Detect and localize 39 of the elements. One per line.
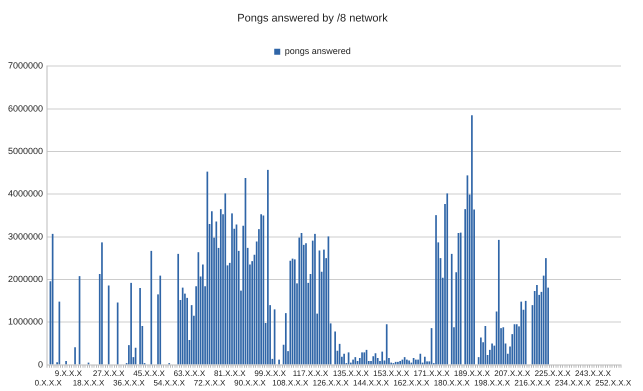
x-tick-label: 243.X.X.X <box>574 368 612 378</box>
x-tick-label: 207.X.X.X <box>494 368 531 378</box>
x-tick-label: 234.X.X.X <box>554 378 592 388</box>
x-tick-label: 126.X.X.X <box>312 378 350 388</box>
x-tick-label: 0.X.X.X <box>34 378 62 388</box>
y-tick-label: 0 <box>38 359 44 370</box>
x-tick-label: 27.X.X.X <box>92 368 126 378</box>
x-tick-label: 144.X.X.X <box>352 378 390 388</box>
x-tick-label: 54.X.X.X <box>153 378 186 388</box>
x-tick-label: 63.X.X.X <box>174 368 206 378</box>
y-tick-label: 2000000 <box>8 274 44 284</box>
x-tick-label: 189.X.X.X <box>454 368 491 378</box>
x-tick-label: 180.X.X.X <box>434 378 470 388</box>
x-tick-label: 18.X.X.X <box>72 378 105 388</box>
x-tick-label: 117.X.X.X <box>292 368 329 378</box>
x-tick-label: 45.X.X.X <box>133 368 166 378</box>
x-tick-label: 135.X.X.X <box>332 368 370 378</box>
x-tick-label: 216.X.X.X <box>514 378 552 388</box>
y-tick-label: 3000000 <box>8 231 44 242</box>
x-tick-label: 252.X.X.X <box>595 378 632 388</box>
x-tick-label: 9.X.X.X <box>54 368 83 378</box>
legend-label: pongs answered <box>284 46 351 56</box>
x-tick-label: 162.X.X.X <box>393 378 430 388</box>
x-tick-label: 108.X.X.X <box>272 378 309 388</box>
x-tick-label: 153.X.X.X <box>373 368 410 378</box>
x-tick-label: 36.X.X.X <box>113 378 146 388</box>
x-tick-label: 90.X.X.X <box>234 378 266 388</box>
x-tick-label: 81.X.X.X <box>214 368 246 378</box>
y-tick-label: 4000000 <box>8 188 44 199</box>
x-tick-label: 198.X.X.X <box>474 378 511 388</box>
chart-title: Pongs answered by /8 network <box>237 12 388 25</box>
x-tick-label: 225.X.X.X <box>534 368 572 378</box>
x-tick-label: 72.X.X.X <box>194 378 226 388</box>
y-tick-label: 7000000 <box>8 60 44 71</box>
x-tick-label: 99.X.X.X <box>254 368 287 378</box>
x-tick-label: 171.X.X.X <box>414 368 450 378</box>
y-tick-label: 5000000 <box>8 146 44 156</box>
y-tick-label: 6000000 <box>8 103 44 114</box>
y-tick-label: 1000000 <box>8 316 44 327</box>
